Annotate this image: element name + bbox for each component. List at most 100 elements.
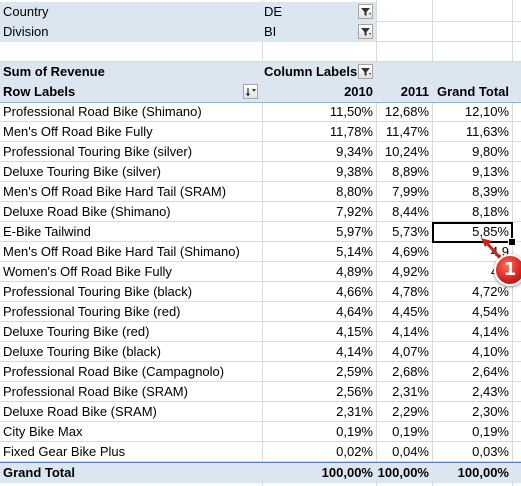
grand-total-overall[interactable]: 100,00% (457, 465, 509, 480)
value-grand-total[interactable]: 4,72% (472, 284, 509, 299)
value-2010[interactable]: 2,31% (336, 404, 373, 419)
row-label[interactable]: Fixed Gear Bike Plus (3, 444, 126, 459)
value-2010[interactable]: 9,34% (336, 144, 373, 159)
row-labels-dropdown-button[interactable] (243, 84, 258, 99)
value-grand-total[interactable]: 4,14% (472, 324, 509, 339)
value-2011[interactable]: 4,07% (392, 344, 429, 359)
value-grand-total[interactable]: 11,63% (465, 124, 509, 139)
value-2010[interactable]: 4,64% (336, 304, 373, 319)
row-label[interactable]: Men's Off Road Bike Fully (3, 124, 153, 139)
filter-dropdown-button[interactable] (358, 24, 373, 39)
table-row: Deluxe Touring Bike (silver) 9,38% 8,89% 9,… (0, 162, 521, 182)
row-label[interactable]: City Bike Max (3, 424, 83, 439)
values-label: Sum of Revenue (0, 62, 262, 82)
value-grand-total[interactable]: 4,54% (472, 304, 509, 319)
callout-arrow-icon (481, 238, 502, 259)
gridline (0, 321, 521, 322)
gridline (0, 401, 521, 402)
value-2010[interactable]: 9,38% (336, 164, 373, 179)
column-labels-header[interactable]: Column Labels (262, 62, 362, 82)
row-label[interactable]: Women's Off Road Bike Fully (3, 264, 172, 279)
row-label[interactable]: Professional Road Bike (Shimano) (3, 104, 202, 119)
value-2010[interactable]: 4,15% (336, 324, 373, 339)
table-row: City Bike Max 0,19% 0,19% 0,19% (0, 422, 521, 442)
table-row: E-Bike Tailwind 5,97% 5,73% 5,85% (0, 222, 521, 242)
gridline (432, 0, 433, 486)
row-label[interactable]: Deluxe Touring Bike (red) (3, 324, 150, 339)
value-2010[interactable]: 7,92% (336, 204, 373, 219)
row-label[interactable]: Men's Off Road Bike Hard Tail (SRAM) (3, 184, 227, 199)
gridline (0, 181, 521, 182)
row-label[interactable]: Deluxe Touring Bike (black) (3, 344, 161, 359)
grand-total-2010[interactable]: 100,00% (321, 465, 373, 480)
row-label[interactable]: Deluxe Road Bike (SRAM) (3, 404, 157, 419)
row-label[interactable]: Professional Road Bike (SRAM) (3, 384, 188, 399)
value-2011[interactable]: 4,92% (392, 264, 429, 279)
row-label[interactable]: Professional Touring Bike (red) (3, 304, 181, 319)
value-2010[interactable]: 2,56% (336, 384, 373, 399)
row-labels-header[interactable]: Row Labels (0, 82, 262, 102)
table-row: Fixed Gear Bike Plus 0,02% 0,04% 0,03% (0, 442, 521, 462)
filter-dropdown-button[interactable] (358, 4, 373, 19)
value-grand-total[interactable]: 4,10% (472, 344, 509, 359)
value-grand-total[interactable]: 5,85% (472, 224, 509, 239)
value-2011[interactable]: 8,89% (392, 164, 429, 179)
table-row: Professional Road Bike (SRAM) 2,56% 2,31% 2… (0, 382, 521, 402)
gridline (0, 61, 521, 62)
gridline (262, 0, 263, 486)
value-grand-total[interactable]: 8,39% (472, 184, 509, 199)
value-2011[interactable]: 12,68% (384, 104, 429, 119)
value-2010[interactable]: 11,50% (329, 104, 373, 119)
value-2011[interactable]: 10,24% (384, 144, 429, 159)
gridline (0, 201, 521, 202)
filter-value[interactable]: BI (262, 22, 376, 42)
value-2010[interactable]: 11,78% (329, 124, 373, 139)
value-grand-total[interactable]: 12,10% (464, 104, 509, 119)
table-row: Deluxe Road Bike (SRAM) 2,31% 2,29% 2,30% (0, 402, 521, 422)
row-label[interactable]: Men's Off Road Bike Hard Tail (Shimano) (3, 244, 240, 259)
row-label[interactable]: Deluxe Road Bike (Shimano) (3, 204, 171, 219)
value-2011[interactable]: 0,04% (392, 444, 429, 459)
value-2011[interactable]: 11,47% (385, 124, 429, 139)
value-grand-total[interactable]: 0,19% (472, 424, 509, 439)
value-grand-total[interactable]: 2,30% (472, 404, 509, 419)
value-grand-total[interactable]: 8,18% (472, 204, 509, 219)
value-grand-total[interactable]: 2,43% (472, 384, 509, 399)
table-row: Professional Touring Bike (red) 4,64% 4,45… (0, 302, 521, 322)
filter-value[interactable]: DE (262, 2, 376, 22)
column-labels-dropdown-button[interactable] (358, 64, 373, 79)
value-2011[interactable]: 2,68% (392, 364, 429, 379)
value-2010[interactable]: 5,14% (336, 244, 373, 259)
value-2010[interactable]: 4,14% (336, 344, 373, 359)
column-header-2011: 2011 (376, 82, 432, 102)
value-grand-total[interactable]: 9,13% (472, 164, 509, 179)
value-grand-total[interactable]: 2,64% (472, 364, 509, 379)
value-2011[interactable]: 2,29% (392, 404, 429, 419)
row-label[interactable]: Professional Touring Bike (black) (3, 284, 193, 299)
value-2011[interactable]: 4,78% (392, 284, 429, 299)
row-label[interactable]: Deluxe Touring Bike (silver) (3, 164, 161, 179)
value-grand-total[interactable]: 9,80% (472, 144, 509, 159)
value-2011[interactable]: 4,14% (392, 324, 429, 339)
fill-handle[interactable] (508, 238, 516, 246)
grand-total-2011[interactable]: 100,00% (377, 465, 429, 480)
row-label[interactable]: E-Bike Tailwind (3, 224, 91, 239)
value-2010[interactable]: 5,97% (336, 224, 373, 239)
value-2010[interactable]: 4,66% (336, 284, 373, 299)
row-label[interactable]: Professional Touring Bike (silver) (3, 144, 193, 159)
row-label[interactable]: Professional Road Bike (Campagnolo) (3, 364, 225, 379)
value-2011[interactable]: 5,73% (392, 224, 429, 239)
value-2011[interactable]: 4,69% (392, 244, 429, 259)
value-2011[interactable]: 4,45% (392, 304, 429, 319)
value-grand-total[interactable]: 0,03% (472, 444, 509, 459)
value-2010[interactable]: 0,19% (336, 424, 373, 439)
value-2011[interactable]: 8,44% (392, 204, 429, 219)
table-row: Men's Off Road Bike Hard Tail (SRAM) 8,80… (0, 182, 521, 202)
value-2010[interactable]: 8,80% (336, 184, 373, 199)
value-2010[interactable]: 0,02% (336, 444, 373, 459)
value-2010[interactable]: 4,89% (336, 264, 373, 279)
value-2010[interactable]: 2,59% (336, 364, 373, 379)
value-2011[interactable]: 0,19% (392, 424, 429, 439)
value-2011[interactable]: 7,99% (392, 184, 429, 199)
value-2011[interactable]: 2,31% (392, 384, 429, 399)
